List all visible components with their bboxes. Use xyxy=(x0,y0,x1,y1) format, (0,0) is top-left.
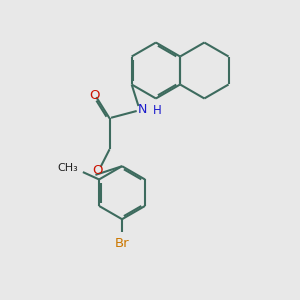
Text: O: O xyxy=(93,164,103,177)
Text: N: N xyxy=(137,103,147,116)
Text: CH₃: CH₃ xyxy=(58,163,79,173)
Text: O: O xyxy=(90,89,100,102)
Text: Br: Br xyxy=(115,237,129,250)
Text: H: H xyxy=(153,104,162,118)
